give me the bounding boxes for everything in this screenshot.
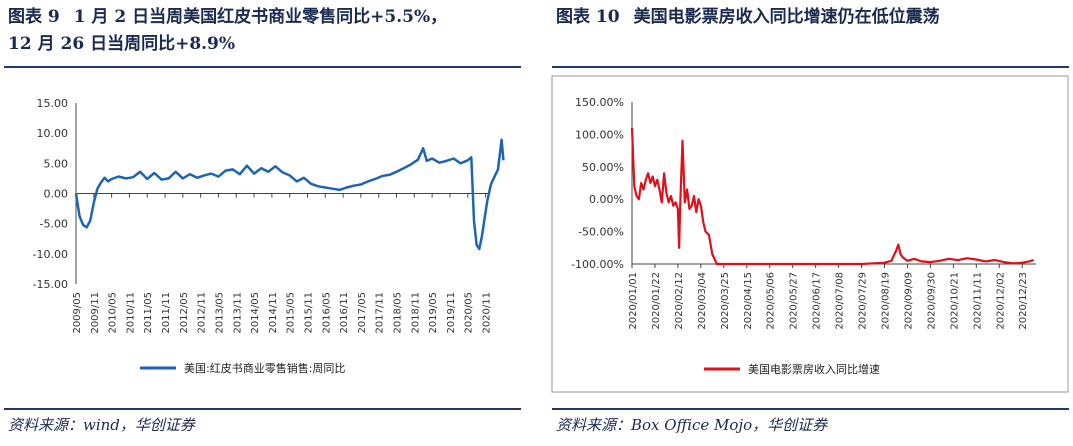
x-tick-label: 2017/05 [357,292,368,334]
right-source-rule [552,408,1069,410]
x-tick-label: 2012/05 [179,292,190,334]
x-tick-label: 2020/01/22 [651,272,662,330]
right-chart: 150.00% 100.00% 50.00% 0.00% -50.00% -100.00%… [551,75,1069,393]
right-figure-title: 图表 10 美国电影票房收入同比增速仍在低位震荡 [556,4,1066,31]
x-tick-label: 2020/05 [464,292,475,334]
x-tick-label: 2020/10/21 [949,272,960,330]
x-tick-label: 2014/05 [250,292,261,334]
right-title-text: 美国电影票房收入同比增速仍在低位震荡 [633,7,940,27]
x-tick-label: 2020/01/01 [628,272,639,330]
x-tick-label: 2016/05 [321,292,332,334]
x-tick-label: 2013/05 [214,292,225,334]
x-tick-label: 2020/05/27 [789,272,800,330]
y-tick-label: 150.00% [575,96,624,109]
x-tick-label: 2020/03/25 [720,272,731,330]
plot-frame [551,75,1069,393]
right-title-rule [552,66,1069,68]
x-tick-label: 2019/11 [446,292,457,334]
x-tick-label: 2020/12/23 [1018,272,1029,330]
y-tick-label: 10.00 [37,127,69,140]
series-line [630,127,1034,266]
x-tick-label: 2012/11 [197,292,208,334]
y-tick-label: 5.00 [44,157,69,170]
y-tick-label: 0.00% [589,193,624,206]
x-tick-label: 2011/05 [143,292,154,334]
legend-label: 美国电影票房收入同比增速 [748,362,880,376]
left-source-rule [4,408,521,410]
x-tick-label: 2020/06/17 [812,272,823,330]
x-tick-label: 2020/02/12 [674,272,685,330]
x-tick-label: 2020/09/09 [903,272,914,330]
legend-label: 美国:红皮书商业零售销售:周同比 [184,361,345,375]
left-figure-panel: 图表 9 1 月 2 日当周美国红皮书商业零售同比+5.5%， 12 月 26 日… [0,0,525,446]
y-tick-label: -50.00% [578,226,624,239]
x-tick-label: 2009/05 [72,292,83,334]
x-tick-label: 2010/05 [108,292,119,334]
y-tick-label: -15.00 [33,278,68,291]
right-figure-label: 图表 10 [556,7,620,27]
y-tick-label: 100.00% [575,128,624,141]
series-line [74,138,505,251]
x-tick-label: 2020/07/29 [858,272,869,330]
left-source-note: 资料来源：wind，华创证券 [8,416,195,434]
x-tick-label: 2018/11 [410,292,421,334]
x-tick-label: 2020/11/11 [972,272,983,330]
x-tick-label: 2020/04/15 [743,272,754,330]
x-tick-label: 2016/11 [339,292,350,334]
x-tick-label: 2010/11 [125,292,136,334]
left-title-rule [4,66,521,68]
x-tick-label: 2020/11 [482,292,493,334]
x-tick-label: 2020/08/19 [881,272,892,330]
y-tick-label: 15.00 [37,97,69,110]
x-tick-label: 2009/11 [90,292,101,334]
x-tick-label: 2020/03/04 [697,272,708,330]
left-title-line1: 1 月 2 日当周美国红皮书商业零售同比+5.5%， [73,7,448,27]
x-tick-label: 2020/12/02 [995,272,1006,330]
x-tick-label: 2017/11 [375,292,386,334]
y-tick-label: 50.00% [582,161,624,174]
x-tick-label: 2015/11 [303,292,314,334]
x-tick-label: 2020/09/30 [926,272,937,330]
x-tick-label: 2019/05 [428,292,439,334]
x-tick-label: 2013/11 [232,292,243,334]
right-figure-panel: 图表 10 美国电影票房收入同比增速仍在低位震荡 150.00% 100.00% 50… [548,0,1073,446]
x-tick-label: 2020/05/06 [766,272,777,330]
y-tick-label: -5.00 [40,218,68,231]
x-tick-label: 2018/05 [393,292,404,334]
x-tick-label: 2020/07/08 [835,272,846,330]
y-tick-label: 0.00 [44,188,69,201]
x-tick-label: 2014/11 [268,292,279,334]
x-tick-label: 2015/05 [286,292,297,334]
y-tick-label: -10.00 [33,248,68,261]
left-figure-title: 图表 9 1 月 2 日当周美国红皮书商业零售同比+5.5%， 12 月 26 日… [8,4,518,58]
y-tick-label: -100.00% [571,258,624,271]
left-chart: 15.00 10.00 5.00 0.00 -5.00 -10.00 -15.00 2009/… [33,97,505,375]
right-source-note: 资料来源：Box Office Mojo，华创证券 [556,416,828,434]
left-title-line2: 12 月 26 日当周同比+8.9% [8,34,236,54]
x-tick-label: 2011/11 [161,292,172,334]
left-figure-label: 图表 9 [8,7,60,27]
